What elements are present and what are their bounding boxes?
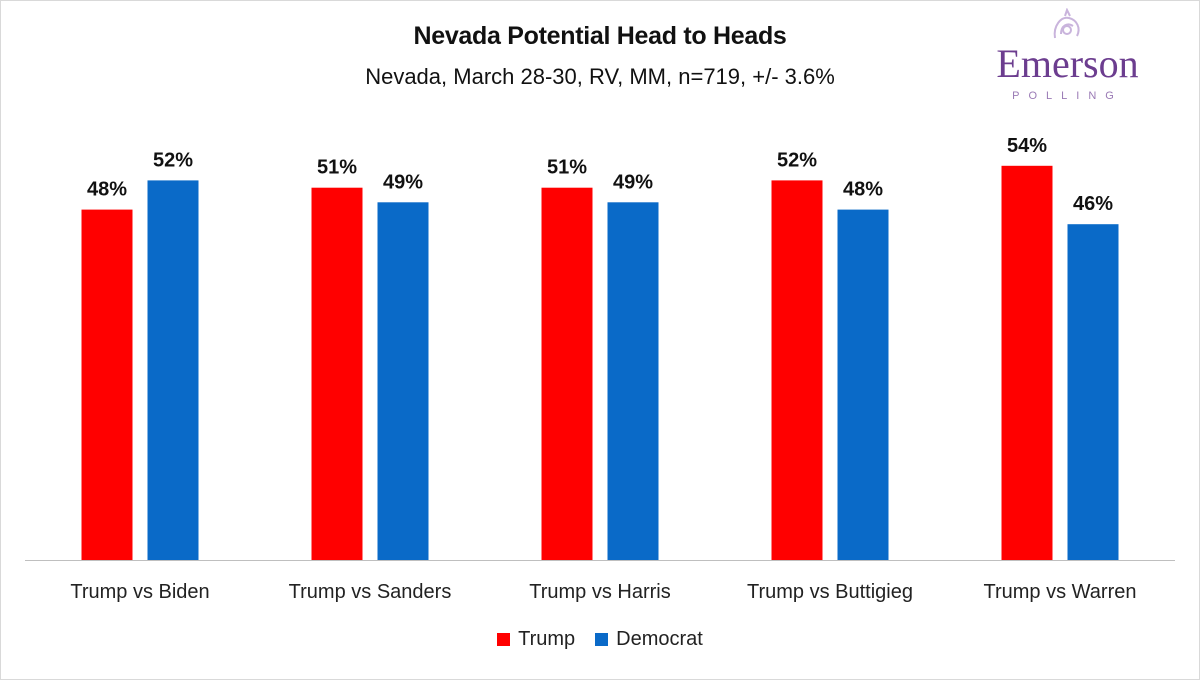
bar-democrat-1 [147,180,199,560]
data-label-democrat-4: 48% [843,179,883,201]
bar-trump-1 [81,209,133,560]
bar-democrat-5 [1067,224,1119,560]
legend-item-trump: Trump [497,628,575,651]
legend-label-democrat: Democrat [616,628,703,650]
data-label-democrat-3: 49% [613,171,653,193]
x-tick-label-4: Trump vs Buttigieg [747,581,913,603]
chart-subtitle: Nevada, March 28-30, RV, MM, n=719, +/- … [365,64,835,89]
legend-item-democrat: Democrat [595,628,703,651]
data-label-trump-4: 52% [777,149,817,171]
chart-title: Nevada Potential Head to Heads [413,22,787,50]
logo-wordmark: Emerson [996,41,1139,86]
x-tick-label-3: Trump vs Harris [529,581,670,603]
bar-democrat-2 [377,202,429,561]
x-tick-labels: Trump vs Biden Trump vs Sanders Trump vs H… [70,581,1136,603]
legend-swatch-trump [497,633,511,646]
bar-trump-5 [1001,165,1053,561]
legend-label-trump: Trump [518,628,576,650]
legend-swatch-democrat [595,633,609,646]
x-tick-label-5: Trump vs Warren [984,581,1137,603]
logo-subtitle: POLLING [1012,90,1123,102]
bar-trump-2 [311,187,363,560]
emerson-crest-icon [1053,8,1080,39]
data-label-trump-5: 54% [1007,135,1047,157]
data-label-trump-3: 51% [547,157,587,179]
emerson-logo: Emerson POLLING [975,8,1160,108]
bar-trump-4 [771,180,823,560]
x-tick-label-1: Trump vs Biden [70,581,209,603]
data-label-democrat-5: 46% [1073,193,1113,215]
data-label-democrat-1: 52% [153,149,193,171]
x-tick-label-2: Trump vs Sanders [289,581,452,603]
data-label-democrat-2: 49% [383,171,423,193]
bar-democrat-3 [607,202,659,561]
data-label-trump-2: 51% [317,157,357,179]
bar-trump-3 [541,187,593,560]
bar-democrat-4 [837,209,889,560]
bar-layer: 48% 52% 51% 49% 51% 49% 52% 48% 54% 46% [81,135,1119,561]
chart-legend: Trump Democrat [0,628,1200,651]
data-label-trump-1: 48% [87,179,127,201]
